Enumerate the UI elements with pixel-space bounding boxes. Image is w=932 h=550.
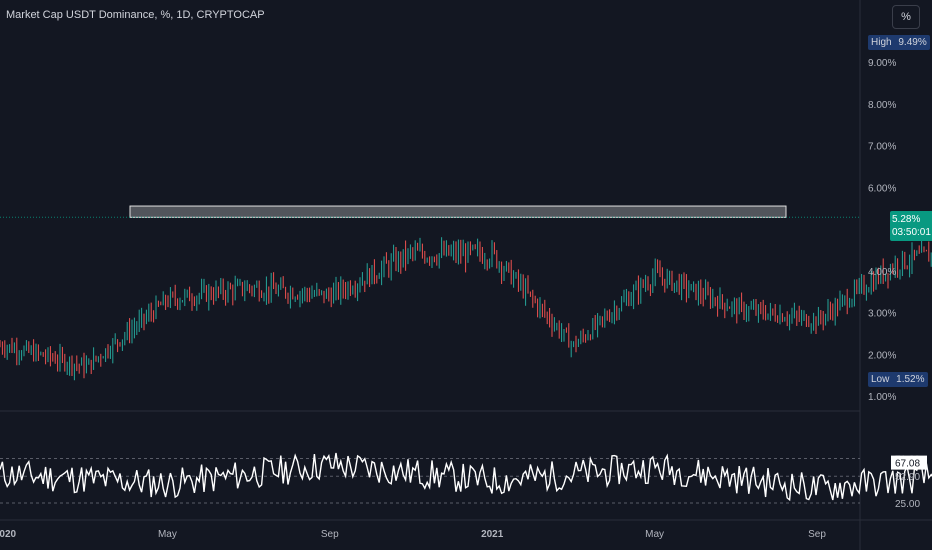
axes: 9.00% 8.00% 7.00% 6.00% 4.00% 3.00% 2.00% 1.00%… — [0, 58, 927, 540]
oscillator-label: 25.00 — [895, 499, 920, 510]
price-tick-label: 6.00% — [868, 183, 896, 194]
oscillator-line — [0, 452, 932, 502]
time-tick-label: Sep — [321, 529, 339, 540]
price-tick-label: 2.00% — [868, 350, 896, 361]
price-tick-label: 4.00% — [868, 267, 896, 278]
chart-title: Market Cap USDT Dominance, %, 1D, CRYPTO… — [6, 9, 265, 21]
time-tick-label: May — [645, 529, 664, 540]
low-badge: Low 1.52% — [868, 372, 928, 387]
price-tick-label: 8.00% — [868, 100, 896, 111]
oscillator-value-tag — [891, 455, 927, 470]
price-tick-label: 9.00% — [868, 58, 896, 69]
percent-scale-button[interactable]: % — [892, 5, 920, 29]
current-price-value: 5.28% — [892, 214, 921, 225]
low-label: Low — [871, 374, 890, 385]
bar-countdown: 03:50:01 — [892, 227, 931, 238]
high-badge: High 9.49% — [868, 35, 930, 50]
oscillator-series — [0, 452, 932, 504]
drawing-annotations[interactable] — [0, 166, 932, 325]
time-tick-label: 2021 — [481, 529, 504, 540]
support-zone-rectangle — [129, 205, 787, 218]
high-value: 9.49% — [898, 37, 927, 48]
oscillator-label: 67.08 — [895, 459, 920, 470]
oscillator-label: 52.90 — [895, 472, 920, 483]
price-tick-label: 1.00% — [868, 392, 896, 403]
time-tick-label: May — [158, 529, 177, 540]
high-label: High — [871, 37, 892, 48]
current-price-tag: 5.28% 03:50:01 — [890, 211, 932, 241]
candlestick-series — [0, 237, 932, 381]
time-tick-label: Sep — [808, 529, 826, 540]
time-tick-label: 2020 — [0, 529, 17, 540]
price-tick-label: 3.00% — [868, 309, 896, 320]
price-tick-label: 7.00% — [868, 142, 896, 153]
low-value: 1.52% — [896, 374, 925, 385]
